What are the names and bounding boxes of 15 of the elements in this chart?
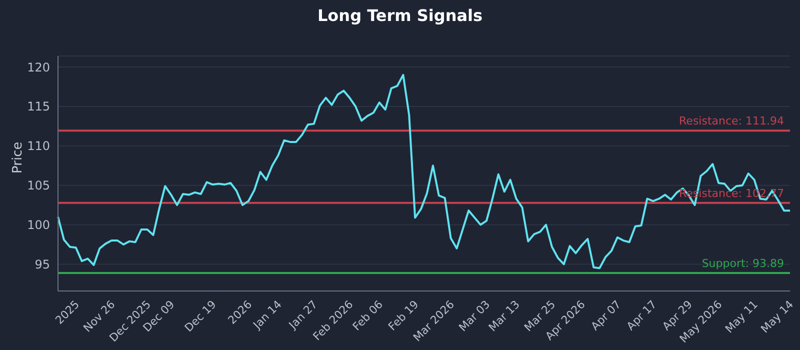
x-tick-label: Apr 07 xyxy=(588,298,624,333)
ref-line-label: Support: 93.89 xyxy=(702,256,784,270)
y-tick-label: 110 xyxy=(27,139,50,154)
x-tick-label: Apr 17 xyxy=(624,298,660,333)
y-axis-title: Price xyxy=(10,142,26,174)
y-tick-label: 115 xyxy=(27,100,50,114)
y-tick-label: 120 xyxy=(27,60,50,74)
y-tick-label: 105 xyxy=(27,178,50,193)
ref-line-label: Resistance: 111.94 xyxy=(679,114,784,128)
line-series xyxy=(57,74,791,270)
y-tick-label: 100 xyxy=(27,218,50,232)
chart-title: Long Term Signals xyxy=(316,5,484,27)
x-tick-label: Jan 14 xyxy=(250,298,284,332)
x-tick-label: Dec 19 xyxy=(182,298,219,335)
y-tick-label: 95 xyxy=(34,257,50,272)
